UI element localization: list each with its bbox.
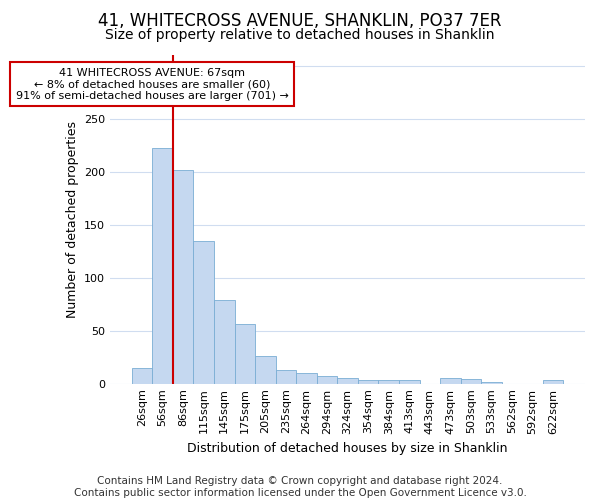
Bar: [255, 356, 275, 384]
Bar: [317, 376, 337, 384]
Text: Contains HM Land Registry data © Crown copyright and database right 2024.
Contai: Contains HM Land Registry data © Crown c…: [74, 476, 526, 498]
Bar: [461, 380, 481, 384]
Text: 41 WHITECROSS AVENUE: 67sqm
← 8% of detached houses are smaller (60)
91% of semi: 41 WHITECROSS AVENUE: 67sqm ← 8% of deta…: [16, 68, 289, 101]
Bar: [132, 368, 152, 384]
Bar: [296, 373, 317, 384]
Bar: [214, 300, 235, 384]
Bar: [173, 170, 193, 384]
Text: Size of property relative to detached houses in Shanklin: Size of property relative to detached ho…: [105, 28, 495, 42]
Bar: [399, 380, 419, 384]
Bar: [481, 382, 502, 384]
Bar: [193, 240, 214, 384]
Bar: [440, 378, 461, 384]
Bar: [358, 380, 379, 384]
Bar: [337, 378, 358, 384]
Y-axis label: Number of detached properties: Number of detached properties: [65, 121, 79, 318]
X-axis label: Distribution of detached houses by size in Shanklin: Distribution of detached houses by size …: [187, 442, 508, 455]
Bar: [152, 148, 173, 384]
Bar: [379, 380, 399, 384]
Bar: [543, 380, 563, 384]
Bar: [235, 324, 255, 384]
Bar: [275, 370, 296, 384]
Text: 41, WHITECROSS AVENUE, SHANKLIN, PO37 7ER: 41, WHITECROSS AVENUE, SHANKLIN, PO37 7E…: [98, 12, 502, 30]
